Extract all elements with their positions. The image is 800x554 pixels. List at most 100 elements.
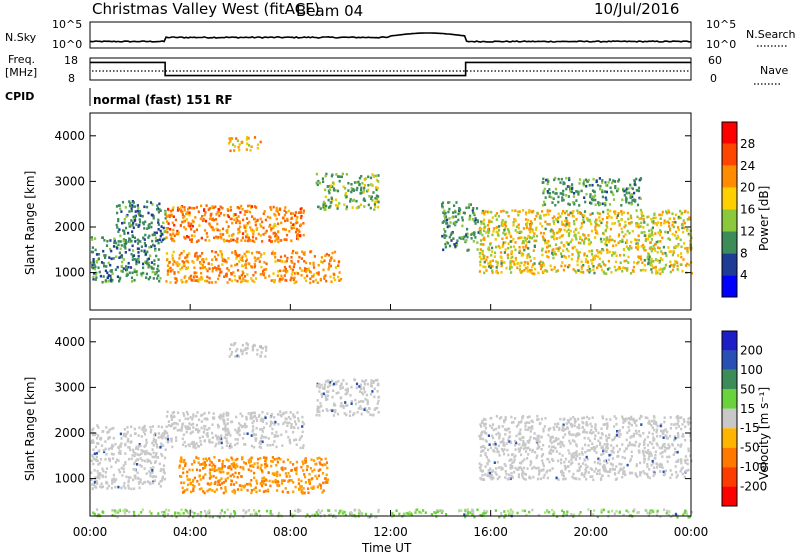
data-cell	[339, 396, 342, 400]
data-cell	[612, 198, 616, 201]
data-cell	[110, 257, 113, 261]
data-cell	[290, 239, 293, 242]
data-cell	[237, 228, 240, 231]
data-cell	[166, 220, 169, 223]
data-cell	[662, 245, 665, 249]
data-cell	[253, 280, 256, 284]
data-cell	[135, 260, 138, 264]
data-cell	[684, 461, 687, 464]
data-cell	[221, 465, 224, 469]
data-cell	[649, 241, 652, 244]
data-cell	[198, 483, 201, 486]
data-cell	[467, 206, 471, 209]
data-cell	[575, 443, 578, 446]
data-cell	[117, 459, 120, 462]
data-cell	[244, 210, 247, 213]
data-cell	[567, 431, 571, 435]
data-cell	[243, 226, 246, 229]
data-cell	[154, 239, 158, 243]
data-cell	[489, 266, 492, 269]
data-cell	[560, 461, 563, 465]
data-cell	[179, 459, 182, 463]
data-cell	[360, 407, 363, 411]
data-cell	[314, 278, 318, 282]
data-cell	[340, 175, 343, 179]
data-cell	[142, 236, 145, 239]
data-cell	[615, 465, 618, 468]
data-cell	[253, 240, 256, 243]
data-cell	[565, 210, 568, 213]
data-cell	[250, 206, 253, 210]
data-cell	[210, 482, 213, 485]
data-cell	[466, 227, 469, 231]
data-cell	[375, 194, 378, 198]
data-cell	[276, 230, 280, 234]
data-cell	[667, 443, 670, 446]
data-cell	[286, 256, 289, 260]
data-cell	[361, 392, 365, 396]
data-cell	[97, 266, 100, 269]
data-cell	[293, 222, 296, 226]
data-cell	[589, 467, 592, 470]
data-cell	[241, 232, 245, 235]
data-cell	[658, 446, 661, 450]
data-cell	[337, 275, 340, 279]
data-cell	[202, 260, 205, 264]
data-cell	[597, 201, 600, 205]
data-cell	[239, 257, 242, 261]
data-cell	[592, 177, 595, 181]
data-cell	[184, 417, 187, 421]
data-cell	[648, 476, 651, 480]
data-cell	[149, 474, 152, 478]
data-cell	[273, 458, 276, 461]
data-cell	[190, 274, 193, 278]
data-cell	[274, 251, 277, 255]
data-cell	[656, 240, 660, 243]
data-cell	[172, 410, 176, 414]
data-cell	[297, 234, 300, 237]
data-cell	[149, 276, 152, 279]
data-cell	[157, 264, 160, 268]
nsky-label: N.Sky	[5, 31, 37, 44]
data-cell	[637, 222, 640, 226]
data-cell	[281, 444, 284, 447]
data-cell	[197, 418, 201, 422]
data-cell	[548, 450, 552, 454]
data-cell	[494, 471, 497, 474]
data-cell	[215, 267, 218, 270]
data-cell	[480, 227, 483, 231]
data-cell	[130, 207, 133, 210]
data-cell	[535, 234, 539, 238]
data-cell	[508, 476, 511, 480]
data-cell	[647, 253, 651, 256]
data-cell	[344, 388, 347, 392]
data-cell	[146, 200, 149, 203]
data-cell	[518, 443, 521, 446]
data-cell	[583, 428, 586, 432]
data-cell	[191, 219, 194, 223]
data-cell	[222, 427, 225, 431]
data-cell	[577, 469, 580, 472]
data-cell	[581, 447, 584, 450]
data-cell	[600, 240, 603, 243]
data-cell	[494, 446, 497, 450]
data-cell	[157, 274, 160, 277]
data-cell	[256, 227, 259, 230]
data-cell	[508, 513, 511, 516]
data-cell	[323, 383, 327, 386]
data-cell	[377, 396, 380, 399]
data-cell	[542, 427, 545, 431]
data-cell	[160, 442, 163, 445]
data-cell	[549, 264, 552, 268]
data-cell	[630, 450, 633, 454]
data-cell	[496, 460, 499, 464]
data-cell	[488, 471, 492, 475]
data-cell	[637, 238, 640, 242]
data-cell	[228, 465, 231, 468]
data-cell	[130, 457, 133, 461]
data-cell	[122, 267, 125, 270]
data-cell	[104, 440, 107, 443]
data-cell	[350, 190, 353, 194]
data-cell	[195, 228, 198, 232]
data-cell	[650, 259, 653, 263]
